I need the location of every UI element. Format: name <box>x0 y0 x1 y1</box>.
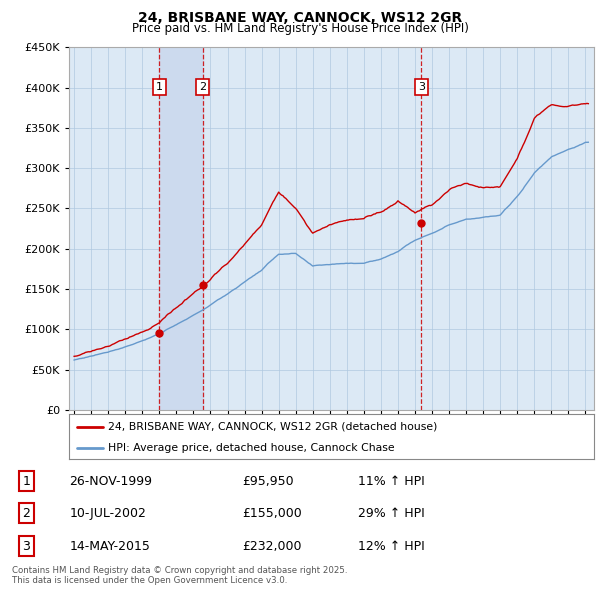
Text: £155,000: £155,000 <box>242 507 302 520</box>
Text: 1: 1 <box>22 475 31 488</box>
Text: 11% ↑ HPI: 11% ↑ HPI <box>358 475 424 488</box>
Text: HPI: Average price, detached house, Cannock Chase: HPI: Average price, detached house, Cann… <box>109 443 395 453</box>
Text: 29% ↑ HPI: 29% ↑ HPI <box>358 507 424 520</box>
Text: Contains HM Land Registry data © Crown copyright and database right 2025.: Contains HM Land Registry data © Crown c… <box>12 566 347 575</box>
Text: 10-JUL-2002: 10-JUL-2002 <box>70 507 146 520</box>
Text: 26-NOV-1999: 26-NOV-1999 <box>70 475 152 488</box>
Bar <box>160 47 203 410</box>
Text: 14-MAY-2015: 14-MAY-2015 <box>70 540 151 553</box>
Text: 3: 3 <box>418 82 425 92</box>
Text: 12% ↑ HPI: 12% ↑ HPI <box>358 540 424 553</box>
Text: 1: 1 <box>156 82 163 92</box>
Text: Price paid vs. HM Land Registry's House Price Index (HPI): Price paid vs. HM Land Registry's House … <box>131 22 469 35</box>
Text: This data is licensed under the Open Government Licence v3.0.: This data is licensed under the Open Gov… <box>12 576 287 585</box>
Text: 2: 2 <box>199 82 206 92</box>
Text: £95,950: £95,950 <box>242 475 294 488</box>
Text: 2: 2 <box>22 507 31 520</box>
Text: 3: 3 <box>22 540 31 553</box>
Text: 24, BRISBANE WAY, CANNOCK, WS12 2GR (detached house): 24, BRISBANE WAY, CANNOCK, WS12 2GR (det… <box>109 422 438 432</box>
Text: 24, BRISBANE WAY, CANNOCK, WS12 2GR: 24, BRISBANE WAY, CANNOCK, WS12 2GR <box>138 11 462 25</box>
Text: £232,000: £232,000 <box>242 540 302 553</box>
